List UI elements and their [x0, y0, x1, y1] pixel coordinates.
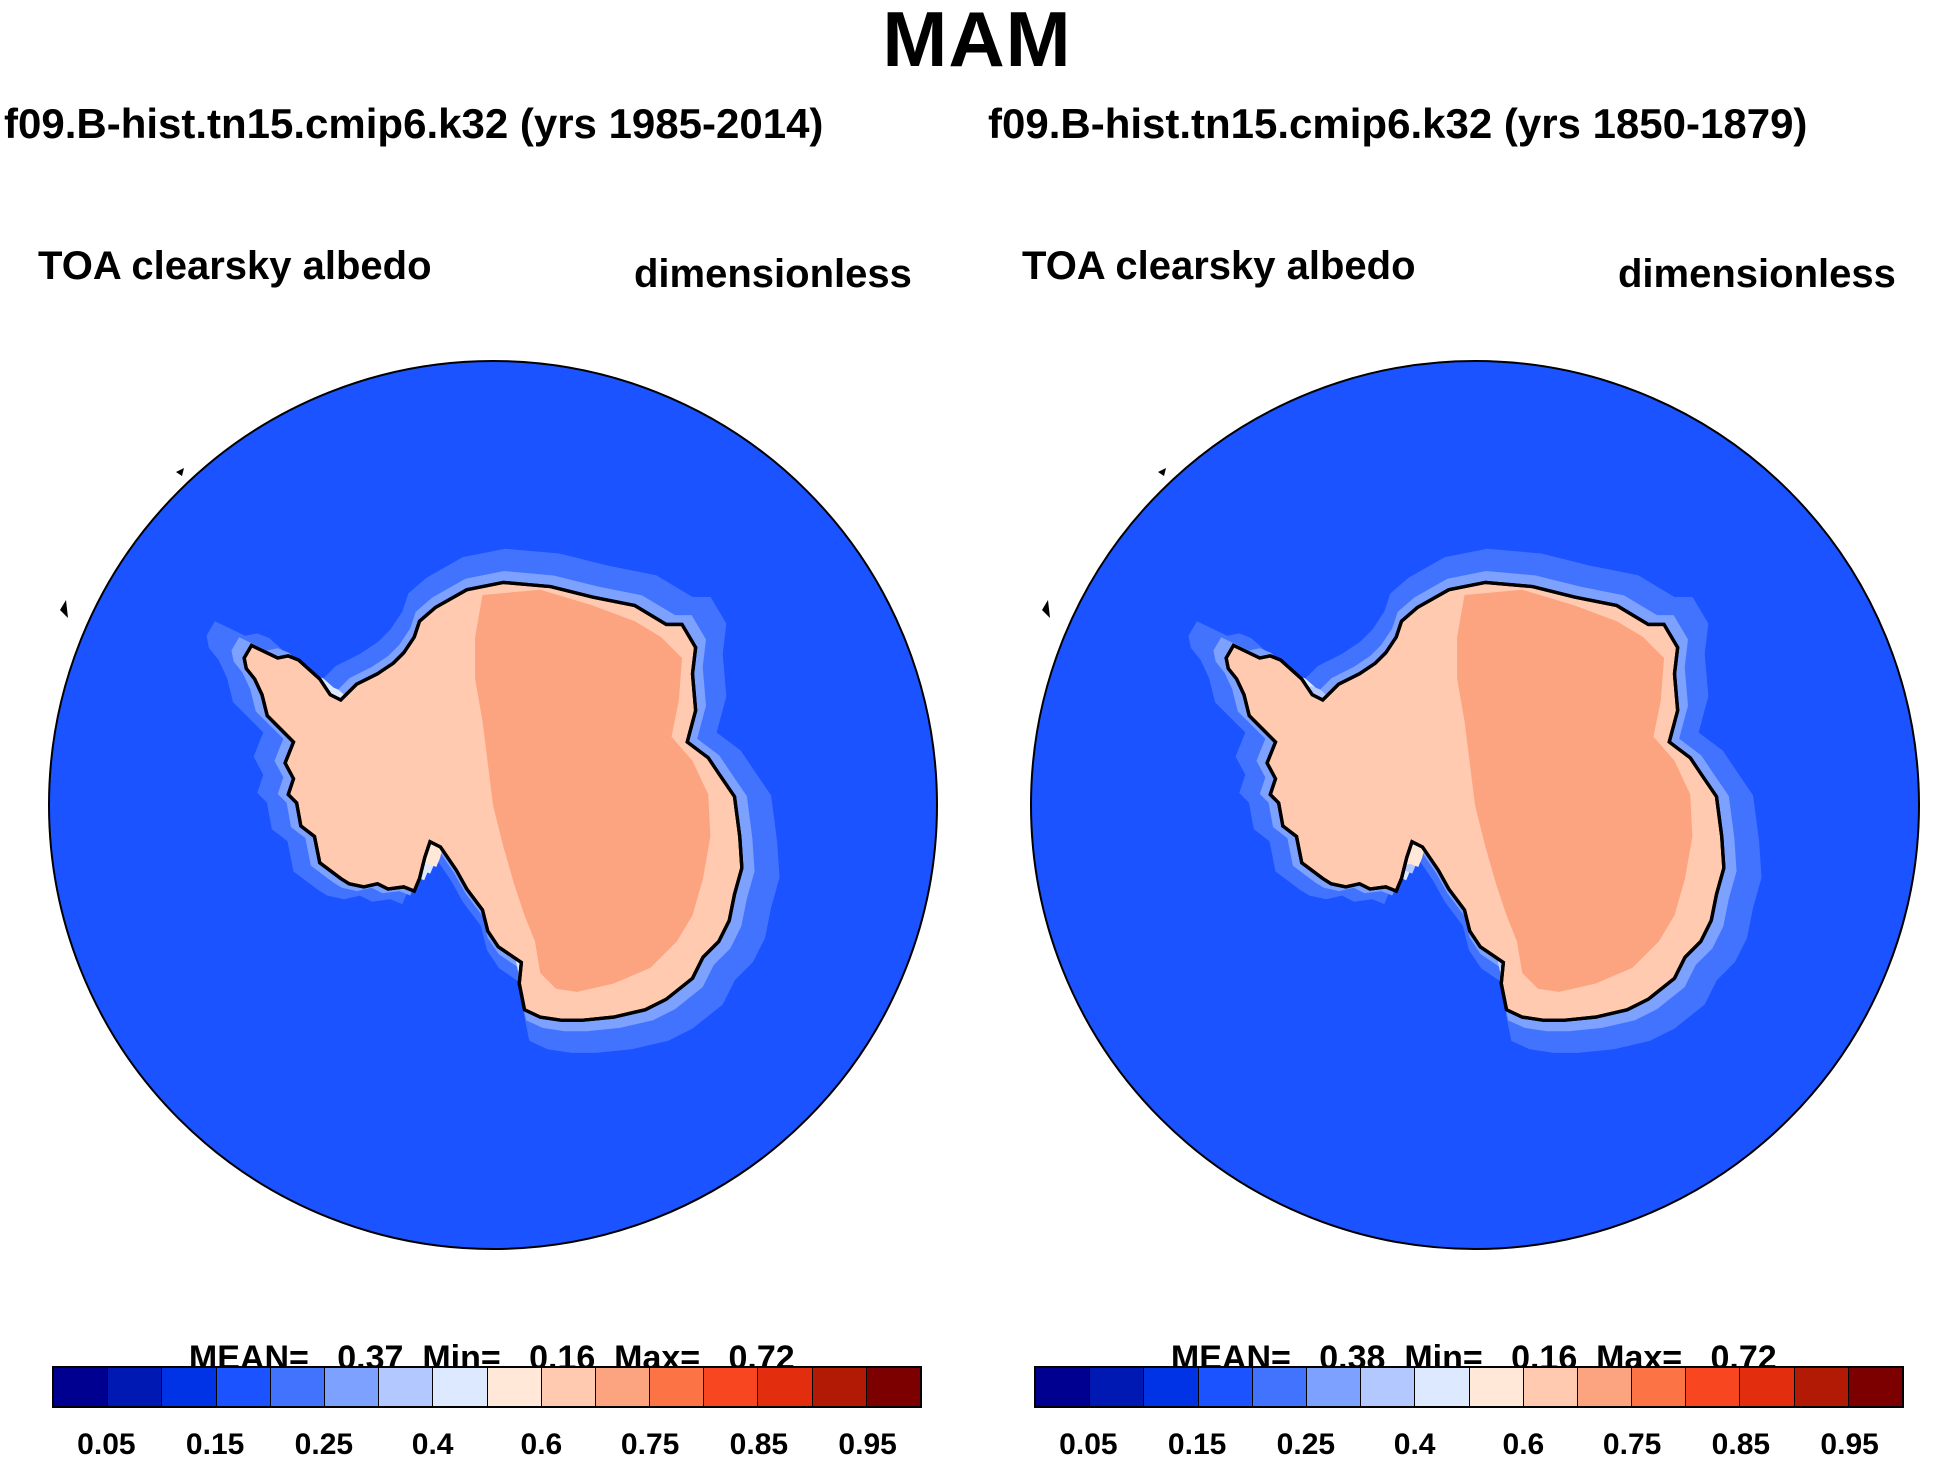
colorbar-swatch	[1523, 1368, 1578, 1406]
colorbar-swatch	[541, 1368, 596, 1406]
colorbar-tick-label: 0.25	[294, 1428, 354, 1461]
island-marker	[60, 600, 68, 618]
colorbar-tick-label: 0.4	[1393, 1428, 1436, 1461]
colorbar-swatch	[1036, 1368, 1091, 1406]
colorbar-tick-label: 0.6	[520, 1428, 563, 1461]
colorbar-swatch	[1740, 1368, 1795, 1406]
colorbar-swatch	[433, 1368, 488, 1406]
east-antarctic-plateau	[475, 589, 711, 992]
colorbar-tick-label: 0.6	[1502, 1428, 1545, 1461]
colorbar-swatch	[595, 1368, 651, 1406]
colorbar-swatch	[270, 1368, 325, 1406]
colorbar-swatch	[650, 1368, 705, 1406]
colorbar-swatch	[1848, 1368, 1902, 1406]
colorbar-swatch	[1252, 1368, 1307, 1406]
panel-1-ocean-field	[48, 360, 938, 1250]
colorbar-swatch	[1415, 1368, 1470, 1406]
panel-1-units-label: dimensionless	[634, 252, 912, 296]
colorbar-swatch	[704, 1368, 759, 1406]
panel-2-polar-map	[1030, 360, 1920, 1250]
colorbar-swatch	[487, 1368, 542, 1406]
colorbar-tick-label: 0.75	[1602, 1428, 1662, 1461]
colorbar-swatch	[1469, 1368, 1524, 1406]
panel-1-variable-label: TOA clearsky albedo	[38, 244, 432, 288]
colorbar-swatch	[1686, 1368, 1741, 1406]
colorbar-swatch	[1794, 1368, 1849, 1406]
colorbar-tick-label: 0.95	[838, 1428, 897, 1461]
colorbar-swatch	[162, 1368, 217, 1406]
island-marker	[176, 468, 184, 476]
east-antarctic-plateau	[1457, 589, 1693, 992]
panel-1-colorbar	[52, 1366, 922, 1408]
colorbar-swatch	[1306, 1368, 1362, 1406]
colorbar-swatch	[216, 1368, 271, 1406]
colorbar-swatch	[866, 1368, 920, 1406]
colorbar-tick-label: 0.15	[185, 1428, 245, 1461]
panel-1-run-title: f09.B-hist.tn15.cmip6.k32 (yrs 1985-2014…	[4, 100, 824, 147]
panel-2-ocean-field	[1030, 360, 1920, 1250]
colorbar-swatch	[758, 1368, 813, 1406]
panel-2-units-label: dimensionless	[1618, 252, 1896, 296]
panel-1-colorbar-ticks: 0.05 0.15 0.25 0.4 0.6 0.75 0.85 0.95	[52, 1428, 922, 1468]
colorbar-tick-label: 0.95	[1820, 1428, 1879, 1461]
colorbar-swatch	[1361, 1368, 1416, 1406]
colorbar-tick-label: 0.05	[77, 1428, 136, 1461]
colorbar-swatch	[54, 1368, 109, 1406]
panel-1-polar-map	[48, 360, 938, 1250]
colorbar-tick-label: 0.75	[620, 1428, 680, 1461]
colorbar-swatch	[812, 1368, 867, 1406]
colorbar-swatch	[108, 1368, 163, 1406]
colorbar-swatch	[1090, 1368, 1145, 1406]
colorbar-tick-label: 0.05	[1059, 1428, 1118, 1461]
colorbar-tick-label: 0.25	[1276, 1428, 1336, 1461]
coastline-outline	[242, 580, 744, 1022]
panel-2-run-title: f09.B-hist.tn15.cmip6.k32 (yrs 1850-1879…	[988, 100, 1808, 147]
colorbar-swatch	[1577, 1368, 1633, 1406]
colorbar-tick-label: 0.4	[411, 1428, 454, 1461]
panel-2-colorbar-ticks: 0.05 0.15 0.25 0.4 0.6 0.75 0.85 0.95	[1034, 1428, 1904, 1468]
island-marker	[1042, 600, 1050, 618]
coastline-outline	[1224, 580, 1726, 1022]
island-marker	[1158, 468, 1166, 476]
colorbar-swatch	[379, 1368, 434, 1406]
colorbar-swatch	[1144, 1368, 1199, 1406]
colorbar-tick-label: 0.85	[1711, 1428, 1771, 1461]
colorbar-tick-label: 0.85	[729, 1428, 789, 1461]
colorbar-swatch	[1198, 1368, 1253, 1406]
colorbar-swatch	[324, 1368, 380, 1406]
panel-2-variable-label: TOA clearsky albedo	[1022, 244, 1416, 288]
panel-2-colorbar	[1034, 1366, 1904, 1408]
colorbar-tick-label: 0.15	[1167, 1428, 1227, 1461]
colorbar-swatch	[1632, 1368, 1687, 1406]
figure-title: MAM	[882, 0, 1072, 83]
